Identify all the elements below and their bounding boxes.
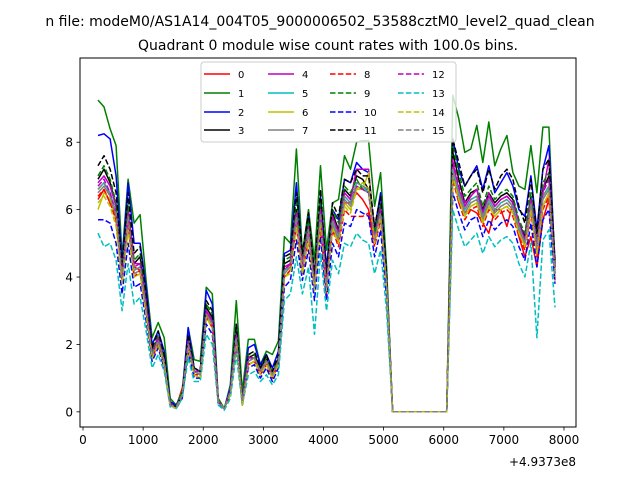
- y-tick-label: 6: [65, 203, 73, 217]
- x-tick-label: 8000: [549, 433, 580, 447]
- y-tick-label: 0: [65, 405, 73, 419]
- legend-label-5: 5: [302, 89, 308, 100]
- plot-area: 0 1000 2000 3000 4000 5000 6000 7000 8000 02468 …: [65, 57, 579, 469]
- legend-label-13: 13: [432, 89, 445, 100]
- x-tick-label: 2000: [188, 433, 219, 447]
- chart-title: Quadrant 0 module wise count rates with …: [138, 38, 518, 54]
- legend-label-3: 3: [238, 126, 244, 137]
- legend-label-2: 2: [238, 108, 244, 119]
- legend-label-7: 7: [302, 126, 308, 137]
- legend-label-12: 12: [432, 70, 445, 81]
- x-axis: 0 1000 2000 3000 4000 5000 6000 7000 8000: [79, 427, 579, 447]
- legend-label-15: 15: [432, 126, 445, 137]
- legend-label-9: 9: [364, 89, 370, 100]
- legend-label-0: 0: [238, 70, 244, 81]
- legend-label-4: 4: [302, 70, 308, 81]
- series-layer: [97, 94, 556, 413]
- legend-frame: [200, 61, 457, 143]
- x-tick-label: 1000: [128, 433, 159, 447]
- x-offset-label: +4.9373e8: [509, 455, 576, 469]
- series-line-1: [97, 94, 556, 413]
- series-line-15: [97, 168, 556, 413]
- legend-label-11: 11: [364, 126, 377, 137]
- axes-frame: [79, 57, 577, 428]
- y-tick-label: 2: [65, 338, 73, 352]
- y-axis: 0 2 4 6 8: [65, 136, 80, 419]
- y-tick-label: 4: [65, 271, 73, 285]
- legend-label-6: 6: [302, 108, 308, 119]
- figure-suptitle: n file: modeM0/AS1A14_004T05_9000006502_…: [45, 14, 594, 30]
- series-line-14: [97, 175, 556, 413]
- x-tick-label: 4000: [308, 433, 339, 447]
- x-tick-label: 0: [79, 433, 87, 447]
- x-tick-label: 3000: [248, 433, 279, 447]
- x-tick-label: 5000: [368, 433, 399, 447]
- legend-label-8: 8: [364, 70, 370, 81]
- legend-label-10: 10: [364, 108, 377, 119]
- x-tick-label: 7000: [489, 433, 520, 447]
- x-tick-label: 6000: [428, 433, 459, 447]
- legend-label-1: 1: [238, 89, 244, 100]
- legend-label-14: 14: [432, 108, 445, 119]
- y-tick-label: 8: [65, 136, 73, 150]
